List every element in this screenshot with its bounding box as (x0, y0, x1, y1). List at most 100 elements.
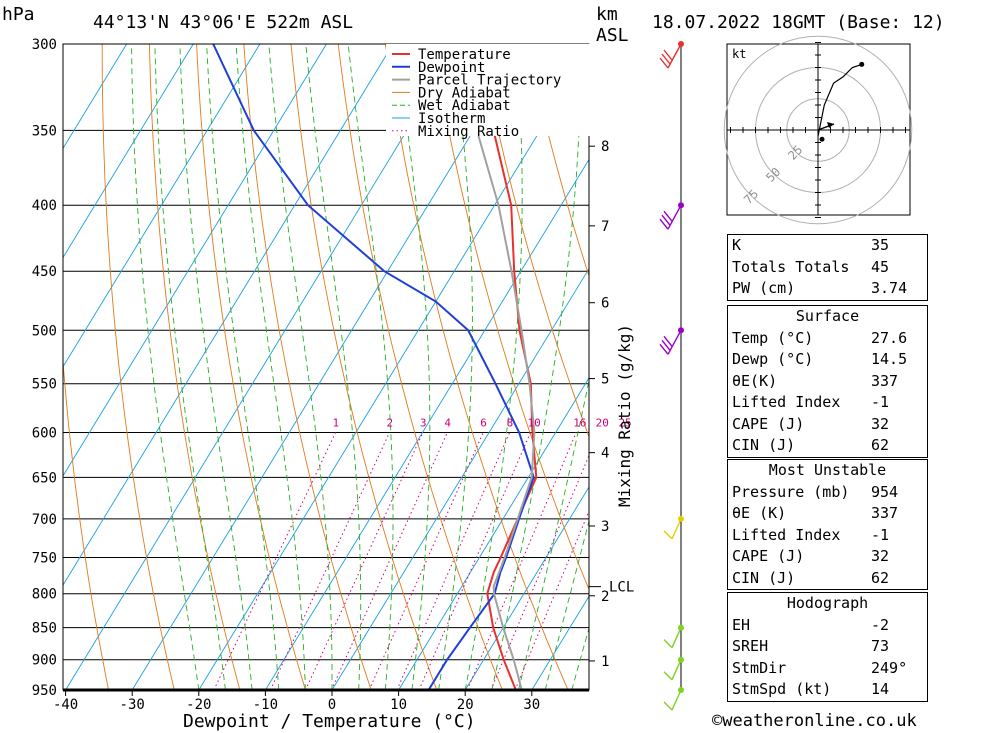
x-tick-label: 20 (457, 697, 474, 713)
panel-row: Pressure (mb) 954 (728, 482, 927, 504)
asl-label: ASL (596, 25, 629, 46)
indices-panel: K 35 Totals Totals 45 PW (cm) 3.74 (727, 234, 928, 301)
dewpoint-line (212, 44, 535, 690)
wet-adiabat-line (544, 519, 589, 690)
isotherm-line (65, 44, 461, 690)
pressure-tick-label: 800 (32, 587, 57, 603)
panel-row: CIN (J) 62 (728, 568, 927, 590)
mixing-ratio-line (396, 432, 511, 690)
panel-row-label: StmDir (732, 658, 787, 677)
panel-row-label: CAPE (J) (732, 547, 805, 565)
panel-row-label: Pressure (mb) (732, 482, 850, 501)
datetime-title: 18.07.2022 18GMT (Base: 12) (652, 12, 945, 33)
panel-row-value: 27.6 (871, 328, 908, 347)
dry-adiabat-line (101, 44, 175, 690)
panel-row: EH -2 (728, 615, 927, 637)
height-tick-label: 2 (601, 589, 609, 605)
panel-row-value: 73 (871, 637, 890, 655)
height-tick-label: 1 (601, 654, 609, 670)
isotherm-line (265, 158, 589, 690)
dry-adiabat-line (243, 44, 372, 690)
panel-row-value: 337 (871, 504, 899, 522)
pressure-tick-label: 950 (32, 683, 57, 699)
x-tick-label: -10 (253, 697, 278, 713)
panel-row: StmDir 249° (728, 658, 927, 680)
isotherm-line (63, 44, 194, 259)
panel-row: θE (K) 337 (728, 503, 927, 525)
pressure-tick-label: 300 (32, 37, 57, 53)
dry-adiabat-line (432, 44, 589, 591)
wet-adiabat-line (518, 378, 589, 690)
pressure-tick-label: 700 (32, 512, 57, 528)
hodograph-unit-label: kt (732, 47, 746, 61)
hodograph-stats-panel: Hodograph EH -2 SREH 73 StmDir 249° StmSpd (kt… (727, 592, 928, 702)
most-unstable-title: Most Unstable (728, 459, 927, 482)
panel-row-value: 62 (871, 436, 890, 454)
panel-row: θE(K) 337 (728, 371, 927, 393)
x-tick-label: 10 (390, 697, 407, 713)
panel-row: Lifted Index -1 (728, 525, 927, 547)
panel-row: Dewp (°C) 14.5 (728, 349, 927, 371)
panel-row-value: -2 (871, 615, 890, 634)
panel-row-label: EH (732, 615, 751, 634)
panel-row-value: 14 (871, 680, 890, 698)
legend-entry: Isotherm (418, 111, 485, 127)
hodograph-ring (723, 35, 913, 225)
wind-barb (659, 329, 682, 355)
wet-adiabat-line (206, 44, 280, 690)
mixing-ratio-line (490, 454, 589, 690)
pressure-tick-label: 400 (32, 198, 57, 214)
wind-barb (663, 689, 682, 711)
x-axis-label: Dewpoint / Temperature (°C) (183, 711, 476, 732)
panel-row: CAPE (J) 32 (728, 414, 927, 436)
mixing-ratio-label: 3 (420, 416, 427, 429)
height-tick-label: 5 (601, 372, 609, 388)
dry-adiabat-line (63, 355, 110, 690)
pressure-tick-label: 650 (32, 470, 57, 486)
pressure-tick-label: 900 (32, 653, 57, 669)
legend-entry: Mixing Ratio (418, 124, 519, 140)
panel-row-value: 14.5 (871, 350, 908, 368)
isotherm-line (63, 44, 261, 368)
wet-adiabat-line (154, 44, 226, 690)
panel-row-label: PW (cm) (732, 279, 796, 297)
panel-row: K 35 (728, 235, 927, 257)
dry-adiabat-line (337, 44, 503, 690)
x-tick-label: -20 (186, 697, 211, 713)
temperature-line (482, 44, 538, 690)
height-tick-label: 6 (601, 296, 609, 312)
mixing-ratio-line (418, 432, 532, 690)
dry-adiabat-line (148, 44, 241, 690)
pressure-tick-label: 600 (32, 425, 57, 441)
height-tick-label: 3 (601, 519, 609, 535)
dry-adiabat-line (196, 44, 306, 690)
panel-row-label: Dewp (°C) (732, 350, 814, 368)
mixing-ratio-label: 1 (333, 416, 340, 429)
panel-row-label: Temp (°C) (732, 328, 814, 347)
panel-row-label: θE (K) (732, 504, 787, 522)
pressure-tick-label: 850 (32, 621, 57, 637)
panel-row: StmSpd (kt) 14 (728, 679, 927, 701)
legend-entry: Temperature (418, 47, 511, 63)
panel-row-label: CAPE (J) (732, 414, 805, 433)
mixing-ratio-label: 20 (596, 416, 609, 429)
isotherm-line (398, 377, 589, 690)
panel-row: Totals Totals 45 (728, 257, 927, 279)
height-tick-label: 7 (601, 219, 609, 235)
panel-row: CAPE (J) 32 (728, 546, 927, 568)
wet-adiabat-line (305, 44, 362, 690)
wet-adiabat-line (491, 44, 582, 690)
panel-row-value: -1 (871, 393, 890, 411)
dry-adiabat-line (290, 44, 438, 690)
mixing-ratio-label: 4 (444, 416, 451, 429)
legend-entry: Dry Adiabat (418, 85, 511, 101)
height-tick-label: 8 (601, 139, 609, 155)
mixing-ratio-label: 6 (480, 416, 487, 429)
wet-adiabat-line (235, 44, 306, 690)
isotherm-line (198, 49, 589, 690)
location-title: 44°13'N 43°06'E 522m ASL (93, 12, 353, 33)
footer-credit[interactable]: ©weatheronline.co.uk (712, 711, 917, 731)
pressure-tick-label: 750 (32, 551, 57, 567)
